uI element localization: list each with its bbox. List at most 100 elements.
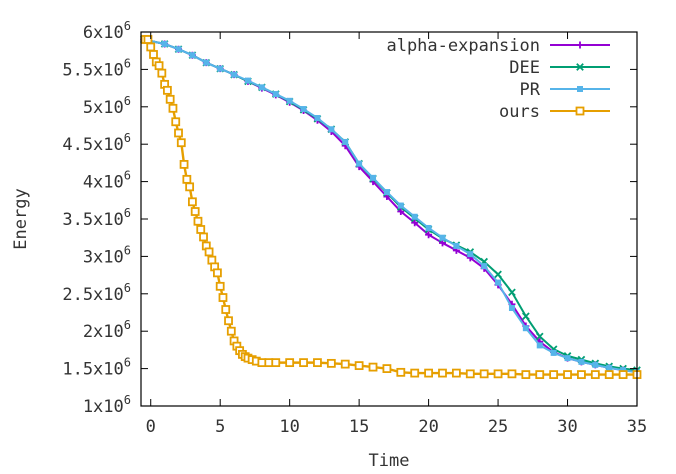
data-point-ours <box>176 138 186 148</box>
legend-label-ours: ours <box>499 102 540 122</box>
data-point-dee <box>494 270 502 279</box>
data-point-pr <box>467 251 474 258</box>
y-tick-label: 5x106 <box>83 94 131 118</box>
x-tick-label: 30 <box>557 417 577 437</box>
data-point-ours <box>410 368 420 378</box>
data-point-ours <box>438 368 447 378</box>
data-point-ours <box>226 326 236 336</box>
data-point-pr <box>314 115 321 122</box>
legend-label-dee: DEE <box>509 58 540 78</box>
data-point-pr <box>175 46 182 53</box>
x-tick-label: 0 <box>146 417 156 437</box>
data-point-ours <box>354 361 364 371</box>
y-tick-label: 3x106 <box>83 243 131 267</box>
data-point-ours <box>213 268 222 278</box>
data-point-pr <box>258 84 265 91</box>
data-point-pr <box>217 65 224 72</box>
data-point-ours <box>193 216 203 226</box>
data-point-ours <box>257 358 267 368</box>
legend-label-alpha-expansion: alpha-expansion <box>386 36 540 56</box>
data-point-ours <box>563 370 572 379</box>
legend-marker-alpha-expansion <box>576 41 584 49</box>
data-point-ours <box>521 370 531 379</box>
data-point-ours <box>590 370 600 379</box>
x-tick-label: 20 <box>418 417 438 437</box>
data-point-pr <box>397 202 404 209</box>
data-point-pr <box>536 342 543 349</box>
data-point-alpha-expansion <box>411 219 419 227</box>
data-point-dee <box>535 332 544 341</box>
data-point-pr <box>411 213 418 220</box>
y-tick-label: 4.5x106 <box>62 131 131 155</box>
data-point-ours <box>271 358 281 368</box>
data-point-ours <box>204 247 214 257</box>
data-point-pr <box>508 305 515 312</box>
x-axis-label: Time <box>369 451 410 471</box>
data-point-pr <box>161 40 168 47</box>
data-point-pr <box>328 126 335 133</box>
data-point-dee <box>508 288 516 297</box>
axes: 0 5 10 15 20 25 30 35 1x106 1.5x106 2x106 2.5x106 3x… <box>62 19 647 437</box>
x-tick-label: 35 <box>627 417 647 437</box>
legend-marker-dee <box>576 63 584 71</box>
data-point-dee <box>522 312 530 321</box>
data-point-ours <box>451 368 461 378</box>
series-dee <box>139 35 641 374</box>
data-point-ours <box>326 358 336 368</box>
data-point-pr <box>189 52 196 59</box>
data-point-ours <box>313 358 322 368</box>
data-point-ours <box>535 370 545 379</box>
legend-label-pr: PR <box>520 80 541 100</box>
legend-marker-pr <box>577 86 583 92</box>
y-tick-label: 4x106 <box>83 169 131 193</box>
data-point-pr <box>286 97 293 104</box>
y-tick-label: 1.5x106 <box>62 356 131 380</box>
data-point-ours <box>168 103 178 113</box>
data-point-ours <box>154 61 164 71</box>
data-point-pr <box>244 77 251 84</box>
legend-marker-ours <box>575 106 585 116</box>
data-point-pr <box>606 364 613 371</box>
series-alpha-expansion <box>140 35 641 376</box>
data-point-ours <box>479 369 489 379</box>
x-tick-label: 10 <box>279 417 299 437</box>
data-point-pr <box>453 242 460 249</box>
data-point-ours <box>162 85 172 95</box>
data-point-pr <box>495 279 502 286</box>
series-pr <box>140 36 640 376</box>
data-point-pr <box>481 263 488 270</box>
series-ours <box>140 35 642 379</box>
y-tick-label: 2x106 <box>83 318 131 342</box>
data-point-ours <box>179 159 189 169</box>
data-point-pr <box>578 358 585 365</box>
data-point-alpha-expansion <box>425 231 433 239</box>
data-point-ours <box>507 369 517 379</box>
y-axis-label: Energy <box>11 188 31 249</box>
data-point-pr <box>272 91 279 98</box>
data-point-ours <box>340 359 350 369</box>
data-point-pr <box>522 325 529 332</box>
data-point-ours <box>604 370 614 379</box>
data-point-pr <box>564 355 571 362</box>
data-point-ours <box>396 367 406 377</box>
data-point-ours <box>188 197 197 207</box>
data-point-pr <box>383 189 390 196</box>
data-point-ours <box>618 370 628 379</box>
y-tick-label: 2.5x106 <box>62 281 131 305</box>
data-point-pr <box>439 234 446 241</box>
data-point-ours <box>577 370 586 379</box>
data-point-ours <box>424 368 433 378</box>
data-point-ours <box>182 174 192 184</box>
data-point-ours <box>215 281 225 291</box>
data-point-pr <box>356 160 363 167</box>
data-point-ours <box>190 207 200 216</box>
data-point-ours <box>221 305 231 314</box>
data-point-pr <box>592 361 599 368</box>
data-point-pr <box>550 349 557 356</box>
data-point-pr <box>342 138 349 145</box>
x-tick-label: 5 <box>215 417 225 437</box>
data-point-ours <box>157 68 167 78</box>
data-point-pr <box>620 367 627 374</box>
